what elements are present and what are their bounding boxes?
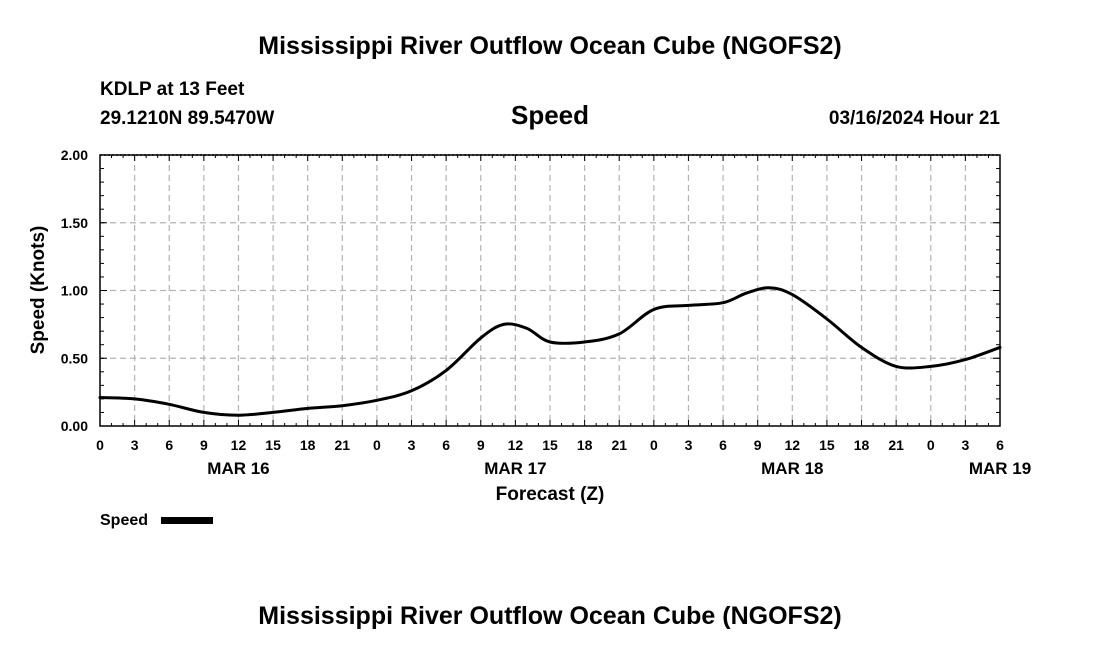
x-tick-label: 0 — [373, 437, 381, 453]
x-tick-label: 18 — [300, 437, 316, 453]
x-tick-label: 6 — [442, 437, 450, 453]
x-tick-label: 21 — [611, 437, 627, 453]
axis-ticks — [99, 154, 1001, 427]
x-tick-label: 15 — [542, 437, 558, 453]
x-tick-label: 0 — [96, 437, 104, 453]
x-tick-label: 12 — [508, 437, 524, 453]
chart-title: Speed — [511, 100, 589, 130]
x-tick-label: 9 — [477, 437, 485, 453]
x-tick-label: 18 — [577, 437, 593, 453]
x-tick-label: 18 — [854, 437, 870, 453]
coordinates-label: 29.1210N 89.5470W — [100, 108, 274, 129]
x-date-label: MAR 18 — [761, 459, 823, 478]
legend-label: Speed — [100, 512, 148, 529]
y-tick-label: 1.50 — [61, 215, 88, 231]
station-label: KDLP at 13 Feet — [100, 79, 245, 100]
page-title-bottom: Mississippi River Outflow Ocean Cube (NG… — [258, 602, 841, 630]
x-tick-label: 9 — [200, 437, 208, 453]
x-tick-label: 0 — [650, 437, 658, 453]
y-tick-label: 1.00 — [61, 283, 88, 299]
x-date-label: MAR 16 — [207, 459, 269, 478]
grid — [100, 155, 1000, 426]
x-tick-label: 6 — [165, 437, 173, 453]
x-tick-label: 3 — [961, 437, 969, 453]
x-tick-label: 12 — [231, 437, 247, 453]
legend-swatch — [161, 517, 213, 524]
x-tick-label: 21 — [335, 437, 351, 453]
series-line-speed — [98, 286, 1002, 417]
x-date-label: MAR 19 — [969, 459, 1031, 478]
x-tick-label: 3 — [131, 437, 139, 453]
x-tick-label: 15 — [265, 437, 281, 453]
y-axis-label: Speed (Knots) — [28, 226, 49, 355]
datetime-label: 03/16/2024 Hour 21 — [829, 108, 1001, 129]
page-title-top: Mississippi River Outflow Ocean Cube (NG… — [258, 32, 841, 60]
x-tick-label: 3 — [408, 437, 416, 453]
legend: Speed — [100, 512, 213, 529]
x-tick-label: 6 — [996, 437, 1004, 453]
tick-labels: 0 3 6 9 12 15 18 21 0 3 6 9 12 15 18 21 0 3 6 9 12 15 18 21 0 3 6 M… — [61, 147, 1031, 478]
y-tick-label: 0.00 — [61, 418, 88, 434]
series-layer — [98, 286, 1002, 417]
y-tick-label: 2.00 — [61, 147, 88, 163]
x-tick-label: 6 — [719, 437, 727, 453]
x-date-label: MAR 17 — [484, 459, 546, 478]
x-tick-label: 21 — [888, 437, 904, 453]
x-tick-label: 15 — [819, 437, 835, 453]
y-tick-label: 0.50 — [61, 350, 88, 366]
x-tick-label: 12 — [785, 437, 801, 453]
x-tick-label: 3 — [685, 437, 693, 453]
x-tick-label: 9 — [754, 437, 762, 453]
x-axis-label: Forecast (Z) — [496, 484, 605, 505]
x-tick-label: 0 — [927, 437, 935, 453]
